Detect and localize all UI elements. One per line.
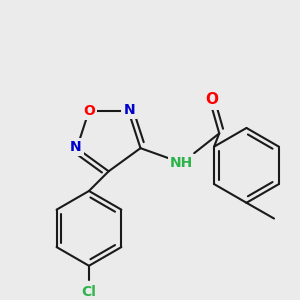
Text: O: O xyxy=(205,92,218,107)
Text: NH: NH xyxy=(170,156,194,170)
Text: Cl: Cl xyxy=(82,285,96,299)
Text: N: N xyxy=(124,103,135,117)
Text: O: O xyxy=(83,104,95,118)
Text: N: N xyxy=(70,140,82,154)
